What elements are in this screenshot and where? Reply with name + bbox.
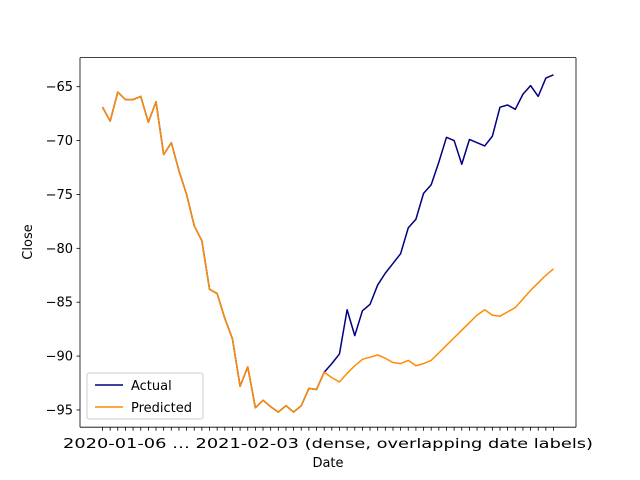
legend: Actual Predicted — [86, 372, 204, 420]
x-tick-labels: 2020-01-06 … 2021-02-03 (dense, overlapp… — [63, 437, 593, 452]
y-tick-label: −75 — [46, 188, 73, 203]
y-tick-label: −90 — [46, 350, 73, 365]
y-tick-label: −95 — [46, 403, 73, 418]
legend-actual-label: Actual — [131, 379, 172, 394]
y-axis-label: Close — [21, 224, 36, 259]
plot-area — [80, 57, 576, 428]
series-line-predicted — [101, 91, 554, 413]
y-tick-label: −80 — [46, 242, 73, 257]
x-axis-label: Date — [312, 456, 343, 471]
y-tick-label: −70 — [46, 134, 73, 149]
y-tick-label: −85 — [46, 296, 73, 311]
y-tick-label: −65 — [46, 80, 73, 95]
legend-predicted-label: Predicted — [131, 401, 192, 416]
